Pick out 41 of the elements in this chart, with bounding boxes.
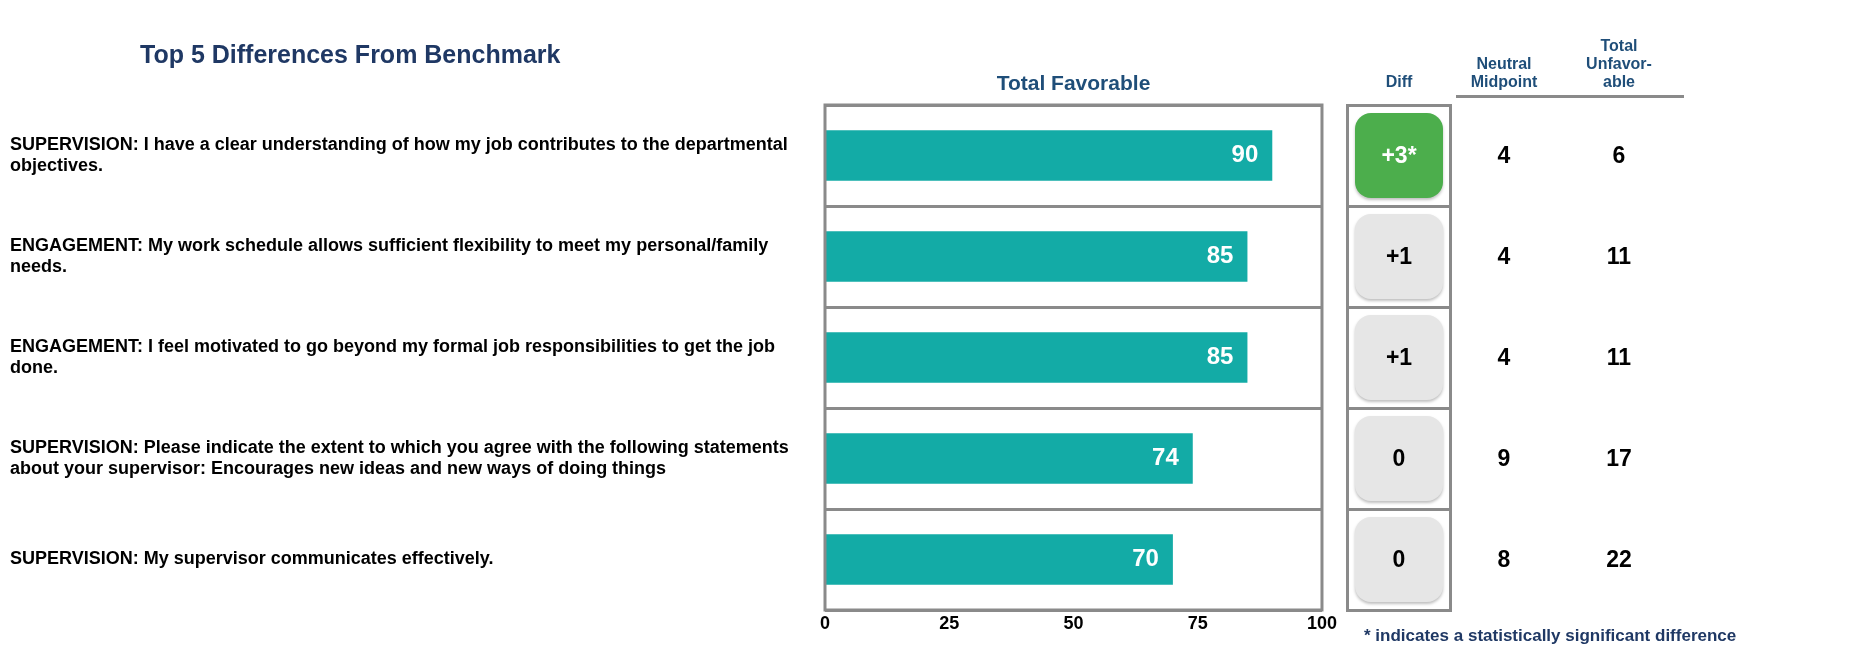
x-tick-label: 50 xyxy=(1063,612,1084,633)
data-label: 90 xyxy=(1231,140,1259,168)
text: 4 xyxy=(1497,243,1511,269)
text: 0 xyxy=(1392,546,1406,572)
text: +1 xyxy=(1385,344,1413,370)
text: 9 xyxy=(1497,445,1511,471)
category-label: Total Unfavor-able xyxy=(1585,36,1653,91)
category-label: Neutral Midpoint xyxy=(1469,54,1539,91)
x-tick-label: 25 xyxy=(939,612,960,633)
text: 6 xyxy=(1612,142,1626,168)
y-tick-label: SUPERVISION: I have a clear understanding of how my job contributes to the departmental objectives. xyxy=(10,133,788,176)
data-label: 74 xyxy=(1152,443,1180,471)
text: * indicates a statistically significant difference xyxy=(1364,626,1737,646)
text: 17 xyxy=(1606,445,1632,471)
data-label: 70 xyxy=(1132,544,1159,572)
bar xyxy=(825,433,1193,484)
text: Top 5 Differences From Benchmark xyxy=(140,40,561,69)
y-tick-label: SUPERVISION: Please indicate the extent to which you agree with the following statements about your supervisor: Encourages new ideas and new ways of doing things xyxy=(10,436,789,479)
data-label: 85 xyxy=(1206,241,1234,269)
bar xyxy=(825,231,1248,282)
y-tick-label: ENGAGEMENT: My work schedule allows sufficient flexibility to meet my personal/family needs. xyxy=(10,234,769,277)
category-label: Diff xyxy=(1384,72,1414,91)
x-tick-label: 0 xyxy=(819,612,831,633)
bar xyxy=(825,332,1248,383)
bar xyxy=(825,130,1273,181)
text: 4 xyxy=(1497,344,1511,370)
y-tick-label: ENGAGEMENT: I feel motivated to go beyond my formal job responsibilities to get the job done. xyxy=(10,335,776,378)
text: 22 xyxy=(1606,546,1632,572)
x-axis-title: Total Favorable xyxy=(996,71,1151,95)
text: 8 xyxy=(1497,546,1511,572)
x-tick-label: 75 xyxy=(1187,612,1208,633)
y-tick-label: SUPERVISION: My supervisor communicates effectively. xyxy=(10,548,494,569)
text: +3* xyxy=(1381,142,1417,168)
data-label: 85 xyxy=(1206,342,1234,370)
bar xyxy=(825,534,1173,585)
text: 11 xyxy=(1606,243,1632,269)
x-tick-label: 100 xyxy=(1306,612,1338,633)
text: 11 xyxy=(1606,344,1632,370)
text: 0 xyxy=(1392,445,1406,471)
text: +1 xyxy=(1385,243,1413,269)
text: 4 xyxy=(1497,142,1511,168)
